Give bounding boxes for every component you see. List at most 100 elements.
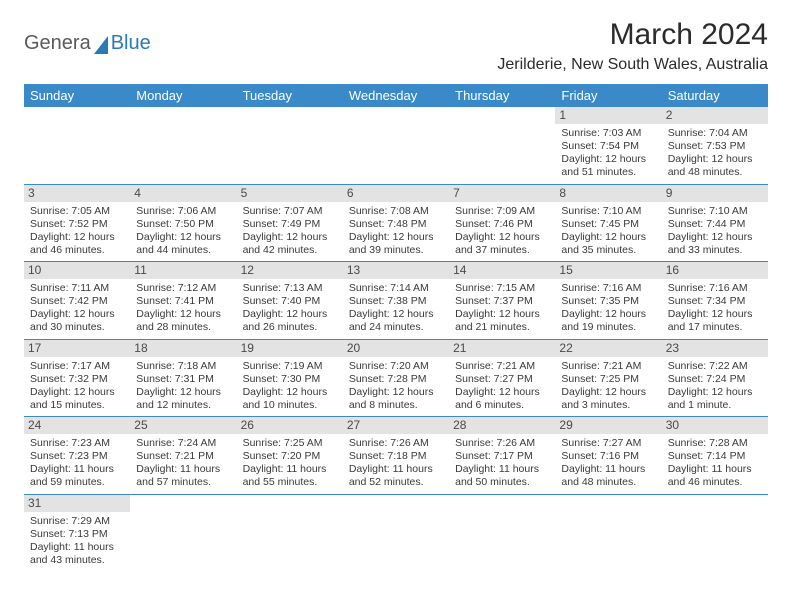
- day-number: 26: [237, 417, 343, 434]
- day-set: Sunset: 7:45 PM: [561, 218, 655, 231]
- day-rise: Sunrise: 7:09 AM: [455, 205, 549, 218]
- day-rise: Sunrise: 7:07 AM: [243, 205, 337, 218]
- day-set: Sunset: 7:16 PM: [561, 450, 655, 463]
- calendar-day-empty: [237, 107, 343, 184]
- calendar-day: 23Sunrise: 7:22 AMSunset: 7:24 PMDayligh…: [662, 339, 768, 417]
- day-number: 22: [555, 340, 661, 357]
- day-d1: Daylight: 12 hours: [455, 386, 549, 399]
- day-number: 28: [449, 417, 555, 434]
- day-rise: Sunrise: 7:26 AM: [349, 437, 443, 450]
- day-rise: Sunrise: 7:21 AM: [561, 360, 655, 373]
- calendar-day: 15Sunrise: 7:16 AMSunset: 7:35 PMDayligh…: [555, 262, 661, 340]
- calendar-day: 6Sunrise: 7:08 AMSunset: 7:48 PMDaylight…: [343, 184, 449, 262]
- dow-header: Saturday: [662, 84, 768, 107]
- day-d1: Daylight: 12 hours: [561, 153, 655, 166]
- day-d2: and 48 minutes.: [668, 166, 762, 179]
- day-d1: Daylight: 12 hours: [668, 386, 762, 399]
- day-number: 5: [237, 185, 343, 202]
- day-number: 3: [24, 185, 130, 202]
- calendar-day: 11Sunrise: 7:12 AMSunset: 7:41 PMDayligh…: [130, 262, 236, 340]
- day-set: Sunset: 7:50 PM: [136, 218, 230, 231]
- day-number: 9: [662, 185, 768, 202]
- day-set: Sunset: 7:17 PM: [455, 450, 549, 463]
- day-set: Sunset: 7:23 PM: [30, 450, 124, 463]
- calendar-day-empty: [449, 107, 555, 184]
- calendar-week: 3Sunrise: 7:05 AMSunset: 7:52 PMDaylight…: [24, 184, 768, 262]
- day-number: 12: [237, 262, 343, 279]
- day-rise: Sunrise: 7:23 AM: [30, 437, 124, 450]
- logo-text-part1: Genera: [24, 32, 91, 55]
- day-d2: and 12 minutes.: [136, 399, 230, 412]
- calendar-day: 29Sunrise: 7:27 AMSunset: 7:16 PMDayligh…: [555, 417, 661, 495]
- day-d2: and 6 minutes.: [455, 399, 549, 412]
- dow-header: Monday: [130, 84, 236, 107]
- calendar-body: 1Sunrise: 7:03 AMSunset: 7:54 PMDaylight…: [24, 107, 768, 571]
- calendar-day: 16 Sunrise: 7:16 AMSunset: 7:34 PMDayligh…: [662, 262, 768, 340]
- day-d1: Daylight: 12 hours: [668, 308, 762, 321]
- day-number: 1: [555, 107, 661, 124]
- day-set: Sunset: 7:14 PM: [668, 450, 762, 463]
- day-set: Sunset: 7:31 PM: [136, 373, 230, 386]
- day-rise: Sunrise: 7:16 AM: [668, 282, 762, 295]
- day-d1: Daylight: 12 hours: [561, 308, 655, 321]
- calendar-day: 8Sunrise: 7:10 AMSunset: 7:45 PMDaylight…: [555, 184, 661, 262]
- calendar-day: 27Sunrise: 7:26 AMSunset: 7:18 PMDayligh…: [343, 417, 449, 495]
- day-number: 13: [343, 262, 449, 279]
- day-d1: Daylight: 12 hours: [668, 231, 762, 244]
- day-number: 16: [662, 262, 768, 279]
- day-rise: Sunrise: 7:21 AM: [455, 360, 549, 373]
- day-d1: Daylight: 11 hours: [30, 463, 124, 476]
- calendar-day: 5Sunrise: 7:07 AMSunset: 7:49 PMDaylight…: [237, 184, 343, 262]
- calendar-day-empty: [24, 107, 130, 184]
- day-d1: Daylight: 12 hours: [136, 386, 230, 399]
- day-rise: Sunrise: 7:25 AM: [243, 437, 337, 450]
- day-rise: Sunrise: 7:11 AM: [30, 282, 124, 295]
- day-d2: and 17 minutes.: [668, 321, 762, 334]
- day-number: 18: [130, 340, 236, 357]
- day-rise: Sunrise: 7:17 AM: [30, 360, 124, 373]
- day-d2: and 52 minutes.: [349, 476, 443, 489]
- day-number: 31: [24, 495, 130, 512]
- day-number: 30: [662, 417, 768, 434]
- day-d2: and 21 minutes.: [455, 321, 549, 334]
- day-d2: and 30 minutes.: [30, 321, 124, 334]
- day-number: 25: [130, 417, 236, 434]
- calendar-day-empty: [130, 494, 236, 571]
- day-number: 17: [24, 340, 130, 357]
- day-rise: Sunrise: 7:27 AM: [561, 437, 655, 450]
- day-d2: and 39 minutes.: [349, 244, 443, 257]
- calendar-day: 7Sunrise: 7:09 AMSunset: 7:46 PMDaylight…: [449, 184, 555, 262]
- day-d2: and 10 minutes.: [243, 399, 337, 412]
- day-rise: Sunrise: 7:03 AM: [561, 127, 655, 140]
- day-rise: Sunrise: 7:29 AM: [30, 515, 124, 528]
- header: Genera Blue March 2024 Jerilderie, New S…: [24, 18, 768, 74]
- calendar-day-empty: [343, 107, 449, 184]
- calendar-day: 17Sunrise: 7:17 AMSunset: 7:32 PMDayligh…: [24, 339, 130, 417]
- day-d1: Daylight: 12 hours: [349, 386, 443, 399]
- day-set: Sunset: 7:32 PM: [30, 373, 124, 386]
- calendar-day: 10Sunrise: 7:11 AMSunset: 7:42 PMDayligh…: [24, 262, 130, 340]
- calendar-head: SundayMondayTuesdayWednesdayThursdayFrid…: [24, 84, 768, 107]
- day-set: Sunset: 7:46 PM: [455, 218, 549, 231]
- day-rise: Sunrise: 7:12 AM: [136, 282, 230, 295]
- calendar-day: 28Sunrise: 7:26 AMSunset: 7:17 PMDayligh…: [449, 417, 555, 495]
- calendar-day-empty: [555, 494, 661, 571]
- day-d1: Daylight: 12 hours: [668, 153, 762, 166]
- day-rise: Sunrise: 7:15 AM: [455, 282, 549, 295]
- day-d2: and 1 minute.: [668, 399, 762, 412]
- calendar-day-empty: [130, 107, 236, 184]
- day-number: 14: [449, 262, 555, 279]
- calendar-day: 19Sunrise: 7:19 AMSunset: 7:30 PMDayligh…: [237, 339, 343, 417]
- day-rise: Sunrise: 7:24 AM: [136, 437, 230, 450]
- day-d2: and 55 minutes.: [243, 476, 337, 489]
- day-d1: Daylight: 12 hours: [136, 308, 230, 321]
- calendar-week: 17 Sunrise: 7:17 AMSunset: 7:32 PM Dayligh…: [24, 339, 768, 417]
- day-set: Sunset: 7:34 PM: [668, 295, 762, 308]
- day-set: Sunset: 7:25 PM: [561, 373, 655, 386]
- logo: Genera Blue: [24, 32, 151, 55]
- calendar-week: 1Sunrise: 7:03 AMSunset: 7:54 PMDaylight…: [24, 107, 768, 184]
- day-d1: Daylight: 11 hours: [30, 541, 124, 554]
- day-set: Sunset: 7:18 PM: [349, 450, 443, 463]
- title-block: March 2024 Jerilderie, New South Wales, …: [497, 18, 768, 74]
- day-rise: Sunrise: 7:18 AM: [136, 360, 230, 373]
